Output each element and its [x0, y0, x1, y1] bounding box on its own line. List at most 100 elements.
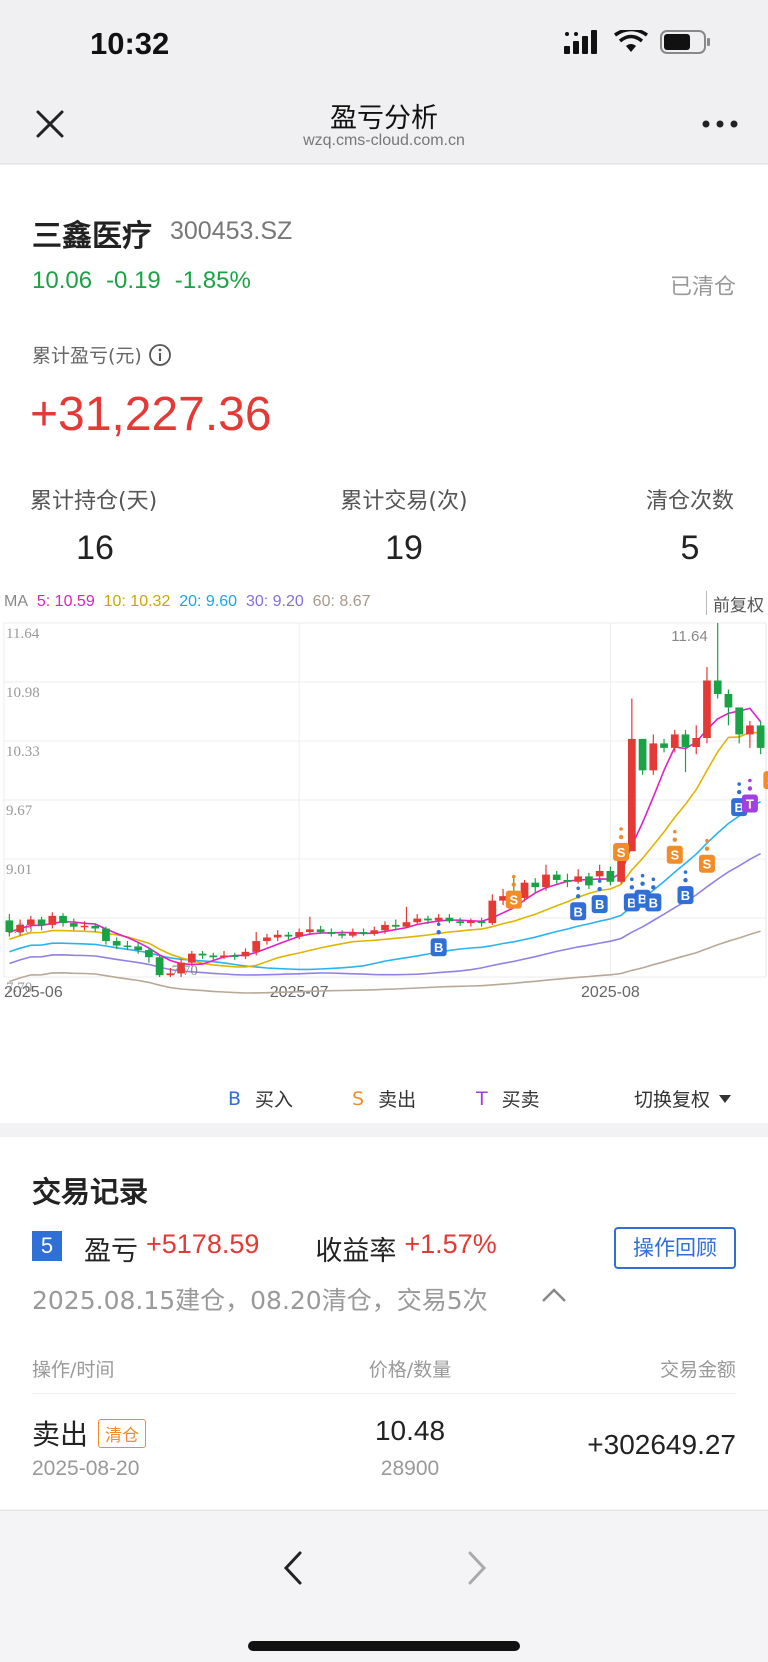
- candle-body: [273, 934, 282, 938]
- candle-body: [348, 932, 357, 936]
- status-bar: 10:32: [0, 0, 768, 82]
- price-row: 10.06 -0.19 -1.85%: [32, 267, 251, 295]
- row-op-label: 卖出: [32, 1418, 89, 1451]
- candle-body: [542, 874, 550, 888]
- switch-adjust-label: 切换复权: [634, 1089, 711, 1111]
- candle-body: [445, 917, 454, 922]
- stat-clear-count: 清仓次数 5: [640, 483, 740, 568]
- pnl-label: 累计盈亏(元): [32, 345, 142, 367]
- row-price: 10.48: [374, 1415, 446, 1446]
- info-icon[interactable]: [148, 343, 172, 367]
- sell-label: 卖出: [378, 1089, 417, 1111]
- candle-body: [112, 941, 121, 946]
- nav-bar: 盈亏分析 wzq.cms-cloud.com.cn: [0, 82, 768, 164]
- candle-body: [681, 734, 690, 747]
- candlestick-chart[interactable]: 11.6410.9810.339.679.018.367.702025-0620…: [0, 615, 768, 1025]
- pnl-amount: +5178.59: [146, 1229, 260, 1259]
- candle-body: [402, 922, 411, 927]
- trade-marker: [741, 794, 758, 813]
- candle-body: [187, 953, 196, 963]
- candle-body: [26, 919, 35, 925]
- stat-trade-count: 累计交易(次) 19: [334, 483, 474, 568]
- marker-dot: [748, 778, 752, 783]
- stock-name: 三鑫医疗: [32, 219, 152, 254]
- marker-dot: [575, 894, 581, 899]
- column-header-amount: 交易金额: [659, 1359, 736, 1381]
- stock-change: -0.19: [106, 267, 161, 294]
- status-time: 10:32: [90, 26, 170, 61]
- candle-body: [746, 725, 754, 735]
- yield-value: +1.57%: [404, 1229, 497, 1259]
- trade-marker-label: B: [573, 904, 582, 919]
- marker-dot: [747, 786, 753, 791]
- ma5-value: 5: 10.59: [36, 593, 95, 610]
- candle-body: [488, 900, 497, 924]
- candle-body: [735, 707, 744, 735]
- candle-body: [48, 915, 57, 925]
- browser-toolbar: [0, 1510, 768, 1662]
- ma-legend: MA 5: 10.59 10: 10.32 20: 9.60 30: 9.20 …: [4, 593, 371, 611]
- candle-body: [660, 743, 668, 748]
- candle-body: [123, 945, 132, 948]
- row-date: 2025-08-20: [32, 1457, 140, 1480]
- ma60-value: 60: 8.67: [312, 593, 371, 610]
- row-qty: 28900: [380, 1457, 440, 1480]
- marker-dot: [683, 870, 688, 874]
- candle-body: [466, 921, 475, 924]
- marker-dot: [736, 789, 742, 795]
- candle-body: [552, 874, 561, 880]
- trade-marker-label: S: [509, 893, 518, 908]
- candle-body: [59, 915, 67, 924]
- candle-body: [134, 946, 143, 951]
- candle-body: [413, 918, 422, 923]
- candle-body: [713, 680, 722, 694]
- ma60-line: [9, 930, 761, 994]
- buy-label: 买入: [255, 1089, 294, 1111]
- candle-body: [37, 919, 46, 925]
- y-tick-label: 11.64: [6, 626, 40, 642]
- candle-body: [531, 882, 540, 888]
- candle-body: [198, 953, 207, 956]
- candle-body: [316, 929, 325, 933]
- candle-body: [338, 933, 346, 936]
- candle-body: [102, 928, 110, 942]
- y-tick-label: 7.70: [6, 980, 32, 996]
- adjust-label[interactable]: 前复权: [706, 591, 764, 616]
- x-tick-label: 2025-06: [4, 984, 63, 1001]
- trade-marker-label: B: [627, 895, 636, 910]
- position-status: 已清仓: [669, 275, 736, 300]
- forward-icon[interactable]: [462, 1547, 492, 1589]
- trade-marker-label: B: [595, 897, 604, 912]
- back-icon[interactable]: [278, 1547, 308, 1589]
- clear-tag: 清仓: [98, 1418, 147, 1448]
- marker-dot: [597, 886, 602, 892]
- review-button[interactable]: 操作回顾: [614, 1227, 736, 1269]
- trade-marker: [666, 845, 683, 864]
- close-icon[interactable]: [30, 104, 70, 144]
- stock-price: 10.06: [32, 267, 93, 294]
- trade-marker: [613, 843, 630, 862]
- pnl-label-row: 累计盈亏(元): [32, 341, 172, 368]
- low-price-label: 7.70: [172, 963, 198, 979]
- column-header-price: 价格/数量: [368, 1359, 452, 1381]
- ma30-value: 30: 9.20: [245, 593, 304, 610]
- switch-adjust-button[interactable]: 切换复权: [634, 1085, 732, 1112]
- ma10-value: 10: 10.32: [103, 593, 171, 610]
- more-icon[interactable]: [700, 118, 740, 130]
- stat-value: 19: [385, 529, 423, 567]
- candle-body: [434, 917, 443, 921]
- stock-change-pct: -1.85%: [174, 267, 251, 294]
- candle-body: [145, 950, 153, 958]
- candle-body: [80, 925, 89, 928]
- candle-body: [477, 921, 486, 924]
- candle-body: [574, 876, 583, 882]
- candle-body: [230, 955, 239, 957]
- stat-label: 累计交易(次): [340, 489, 468, 514]
- column-header-op: 操作/时间: [32, 1359, 115, 1381]
- candle-body: [155, 957, 164, 976]
- chevron-up-icon[interactable]: [540, 1285, 568, 1305]
- ma-prefix: MA: [4, 593, 28, 610]
- candle-body: [284, 934, 293, 937]
- table-divider: [32, 1393, 736, 1394]
- home-indicator: [248, 1641, 520, 1651]
